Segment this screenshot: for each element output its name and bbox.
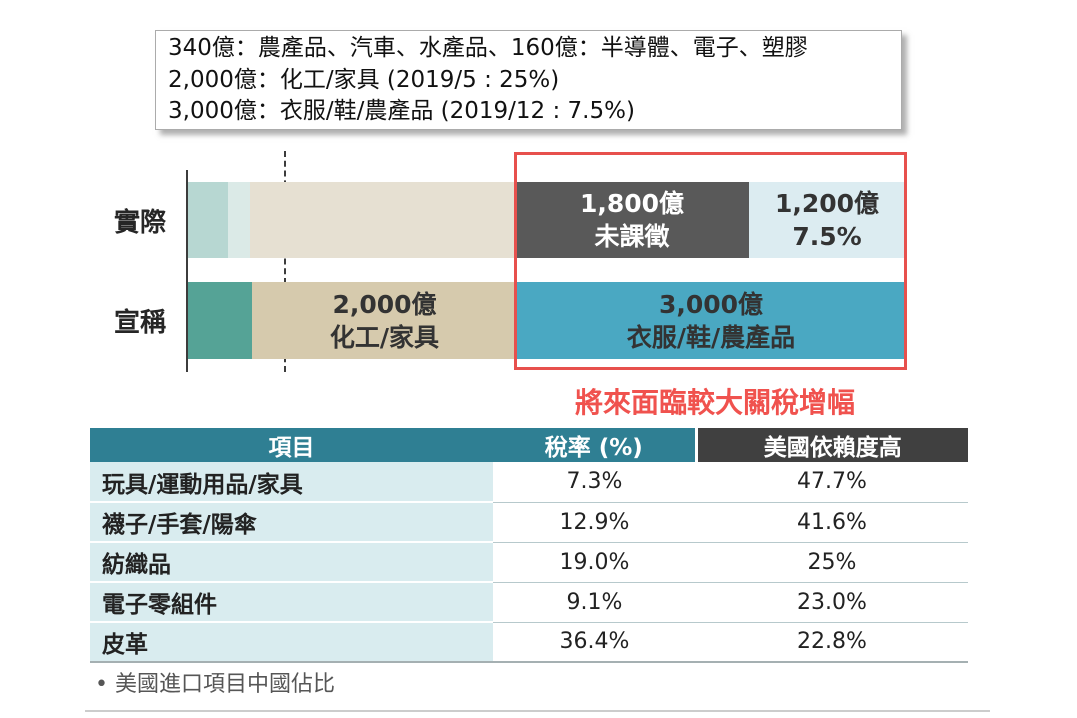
table-row: 襪子/手套/陽傘 12.9% 41.6%: [90, 502, 968, 543]
table-cell-dependency: 41.6%: [696, 502, 968, 543]
table-row: 玩具/運動用品/家具 7.3% 47.7%: [90, 462, 968, 503]
bar-category-label-claimed: 宣稱: [113, 308, 166, 338]
note-line-3: 3,000億：衣服/鞋/農產品 (2019/12 : 7.5%): [168, 98, 635, 124]
table-cell-rate: 7.3%: [493, 462, 696, 503]
chart-axis-line: [186, 170, 188, 372]
table-cell-dependency: 22.8%: [696, 622, 968, 663]
table-cell-rate: 19.0%: [493, 542, 696, 583]
segment-desc-label: 未課徵: [594, 222, 670, 251]
red-annotation-text: 將來面臨較大關稅增幅: [574, 386, 855, 419]
bar-category-label-actual: 實際: [113, 207, 166, 238]
table-cell-dependency: 25%: [696, 542, 968, 583]
bar-claimed-segment-500: [188, 282, 252, 359]
segment-desc-label: 7.5%: [792, 222, 862, 251]
segment-desc-label: 化工/家具: [329, 322, 440, 352]
bar-claimed-segment-2000: 2,000億 化工/家具: [252, 282, 517, 359]
table-header-item: 項目: [90, 428, 493, 462]
bar-claimed: 2,000億 化工/家具 3,000億 衣服/鞋/農產品: [188, 282, 905, 359]
table-cell-rate: 12.9%: [493, 502, 696, 543]
note-line-1: 340億：農產品、汽車、水產品、160億：半導體、電子、塑膠: [168, 35, 808, 61]
tariff-table: 項目 稅率 (%) 美國依賴度高 玩具/運動用品/家具 7.3% 47.7% 襪…: [90, 428, 968, 663]
table-cell-dependency: 23.0%: [696, 582, 968, 623]
bar-actual-segment-2000: [250, 182, 515, 258]
tariff-note-box: 340億：農產品、汽車、水產品、160億：半導體、電子、塑膠 2,000億：化工…: [155, 30, 902, 130]
segment-value-label: 1,800億: [579, 189, 685, 218]
table-header-row: 項目 稅率 (%) 美國依賴度高: [90, 428, 968, 462]
table-cell-rate: 9.1%: [493, 582, 696, 623]
table-cell-item: 電子零組件: [90, 582, 493, 623]
table-cell-item: 紡織品: [90, 542, 493, 583]
segment-value-label: 1,200億: [774, 189, 880, 218]
bar-actual-segment-1200: 1,200億 7.5%: [749, 182, 905, 258]
bar-actual-segment-1800: 1,800億 未課徵: [515, 182, 749, 258]
bar-actual-segment-340: [188, 182, 228, 258]
table-cell-rate: 36.4%: [493, 622, 696, 663]
bottom-divider-line: [85, 710, 990, 712]
chart-dashed-divider: [284, 151, 286, 372]
table-cell-item: 玩具/運動用品/家具: [90, 462, 493, 503]
note-line-2: 2,000億：化工/家具 (2019/5 : 25%): [168, 66, 560, 93]
table-header-dependency: 美國依賴度高: [694, 428, 968, 462]
table-footnote: • 美國進口項目中國佔比: [95, 672, 335, 697]
table-cell-dependency: 47.7%: [696, 462, 968, 503]
segment-value-label: 2,000億: [332, 289, 437, 319]
bar-actual: 1,800億 未課徵 1,200億 7.5%: [188, 182, 905, 258]
bar-actual-segment-160: [228, 182, 250, 258]
table-row: 皮革 36.4% 22.8%: [90, 622, 968, 663]
segment-desc-label: 衣服/鞋/農產品: [626, 322, 796, 352]
table-row: 電子零組件 9.1% 23.0%: [90, 582, 968, 623]
table-cell-item: 皮革: [90, 622, 493, 663]
bar-claimed-segment-3000: 3,000億 衣服/鞋/農產品: [517, 282, 905, 359]
red-highlight-box: [514, 152, 907, 370]
segment-value-label: 3,000億: [658, 289, 764, 319]
table-cell-item: 襪子/手套/陽傘: [90, 502, 493, 543]
table-header-rate: 稅率 (%): [493, 428, 696, 462]
table-row: 紡織品 19.0% 25%: [90, 542, 968, 583]
